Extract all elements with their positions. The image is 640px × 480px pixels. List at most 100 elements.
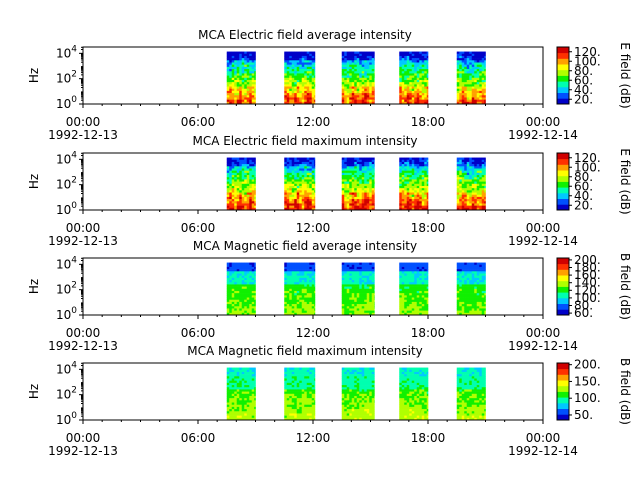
spectrogram-cells bbox=[226, 262, 486, 316]
x-tick-time: 06:00 bbox=[181, 221, 216, 235]
y-tick-label: 104 bbox=[56, 44, 77, 60]
colorbar-tick-label: 60. bbox=[574, 179, 593, 193]
data-interval-block bbox=[399, 51, 429, 105]
colorbar-tick-label: 60. bbox=[574, 73, 593, 87]
y-tick-base: 10 bbox=[56, 283, 71, 297]
y-tick-base: 10 bbox=[56, 257, 71, 271]
colorbar-label: B field (dB) bbox=[618, 253, 632, 320]
x-tick-time: 00:00 bbox=[526, 221, 561, 235]
y-tick-exponent: 2 bbox=[71, 176, 77, 186]
data-interval-block bbox=[284, 367, 316, 421]
x-tick-time: 06:00 bbox=[181, 115, 216, 129]
data-interval-block bbox=[399, 367, 429, 421]
data-interval-block bbox=[456, 51, 486, 105]
y-tick-base: 10 bbox=[56, 46, 71, 60]
y-tick-base: 10 bbox=[56, 388, 71, 402]
colorbar: 50. 100. 150. 200. B field (dB) bbox=[556, 358, 632, 425]
data-interval-block bbox=[341, 262, 375, 316]
y-axis-label: Hz bbox=[27, 68, 41, 83]
spectrogram-cells bbox=[226, 157, 486, 211]
colorbar-tick-label: 80. bbox=[574, 64, 593, 78]
colorbar-tick-label: 20. bbox=[574, 92, 593, 106]
y-axis-label: Hz bbox=[27, 384, 41, 399]
x-tick-date: 1992-12-13 bbox=[48, 339, 118, 353]
x-tick-time: 06:00 bbox=[181, 431, 216, 445]
colorbar-tick-label: 150. bbox=[574, 374, 601, 388]
y-tick-label: 104 bbox=[56, 150, 77, 166]
x-tick-time: 18:00 bbox=[411, 431, 446, 445]
y-tick-label: 100 bbox=[56, 411, 77, 427]
y-tick-exponent: 4 bbox=[71, 44, 77, 54]
spectrogram-panel-2: MCA Electric field maximum intensity1001… bbox=[27, 134, 632, 248]
x-tick-time: 12:00 bbox=[296, 326, 331, 340]
x-tick-time: 12:00 bbox=[296, 115, 331, 129]
data-interval-block bbox=[456, 157, 486, 211]
data-interval-block bbox=[226, 51, 256, 105]
y-tick-exponent: 4 bbox=[71, 360, 77, 370]
data-interval-block bbox=[226, 262, 256, 316]
colorbar-tick-label: 40. bbox=[574, 189, 593, 203]
y-tick-label: 100 bbox=[56, 306, 77, 322]
y-tick-exponent: 4 bbox=[71, 150, 77, 160]
x-tick-time: 00:00 bbox=[526, 326, 561, 340]
x-tick-time: 06:00 bbox=[181, 326, 216, 340]
y-tick-exponent: 0 bbox=[71, 306, 77, 316]
data-interval-block bbox=[284, 51, 316, 105]
colorbar-tick-label: 50. bbox=[574, 408, 593, 422]
data-interval-block bbox=[226, 157, 256, 211]
x-tick-time: 00:00 bbox=[66, 326, 101, 340]
x-tick-date: 1992-12-14 bbox=[508, 128, 578, 142]
panel-title: MCA Electric field average intensity bbox=[198, 28, 412, 42]
colorbar-tick-label: 60. bbox=[574, 306, 593, 320]
colorbar-tick-label: 140. bbox=[574, 276, 601, 290]
x-tick-time: 12:00 bbox=[296, 431, 331, 445]
y-tick-exponent: 0 bbox=[71, 95, 77, 105]
colorbar-tick-label: 100. bbox=[574, 291, 601, 305]
colorbar-tick-label: 120. bbox=[574, 45, 601, 59]
colorbar-tick-label: 80. bbox=[574, 299, 593, 313]
data-interval-block bbox=[399, 262, 429, 316]
data-interval-block bbox=[399, 157, 429, 211]
y-tick-exponent: 0 bbox=[71, 411, 77, 421]
y-tick-label: 102 bbox=[56, 70, 77, 86]
colorbar: 60.80.100.120.140.160.180.200. B field (d… bbox=[556, 253, 632, 320]
y-tick-label: 102 bbox=[56, 281, 77, 297]
data-interval-block bbox=[341, 157, 375, 211]
y-tick-exponent: 2 bbox=[71, 70, 77, 80]
x-tick-time: 18:00 bbox=[411, 115, 446, 129]
colorbar-label: B field (dB) bbox=[618, 358, 632, 425]
data-interval-block bbox=[226, 367, 256, 421]
data-interval-block bbox=[456, 262, 486, 316]
colorbar-tick-label: 100. bbox=[574, 160, 601, 174]
y-tick-label: 104 bbox=[56, 360, 77, 376]
y-tick-base: 10 bbox=[56, 72, 71, 86]
spectrogram-panel-1: MCA Electric field average intensity1001… bbox=[27, 28, 632, 142]
colorbar-frame bbox=[556, 362, 570, 421]
x-tick-date: 1992-12-14 bbox=[508, 339, 578, 353]
data-interval-block bbox=[284, 262, 316, 316]
x-tick-time: 18:00 bbox=[411, 221, 446, 235]
x-tick-date: 1992-12-14 bbox=[508, 444, 578, 458]
y-tick-base: 10 bbox=[56, 152, 71, 166]
colorbar-tick-label: 80. bbox=[574, 170, 593, 184]
spectrogram-cells bbox=[226, 51, 486, 105]
y-tick-exponent: 2 bbox=[71, 386, 77, 396]
y-tick-label: 102 bbox=[56, 386, 77, 402]
x-tick-time: 00:00 bbox=[526, 431, 561, 445]
y-tick-label: 104 bbox=[56, 255, 77, 271]
data-interval-block bbox=[456, 367, 486, 421]
x-tick-date: 1992-12-13 bbox=[48, 128, 118, 142]
y-tick-exponent: 0 bbox=[71, 201, 77, 211]
x-tick-time: 00:00 bbox=[66, 431, 101, 445]
colorbar-frame bbox=[556, 257, 570, 316]
colorbar-label: E field (dB) bbox=[618, 148, 632, 214]
y-tick-base: 10 bbox=[56, 308, 71, 322]
colorbar-tick-label: 120. bbox=[574, 151, 601, 165]
colorbar-tick-label: 200. bbox=[574, 358, 601, 372]
y-tick-label: 100 bbox=[56, 95, 77, 111]
colorbar-tick-label: 100. bbox=[574, 391, 601, 405]
colorbar: 20.40.60.80.100.120. E field (dB) bbox=[556, 42, 632, 109]
x-tick-time: 00:00 bbox=[66, 221, 101, 235]
x-tick-time: 00:00 bbox=[526, 115, 561, 129]
